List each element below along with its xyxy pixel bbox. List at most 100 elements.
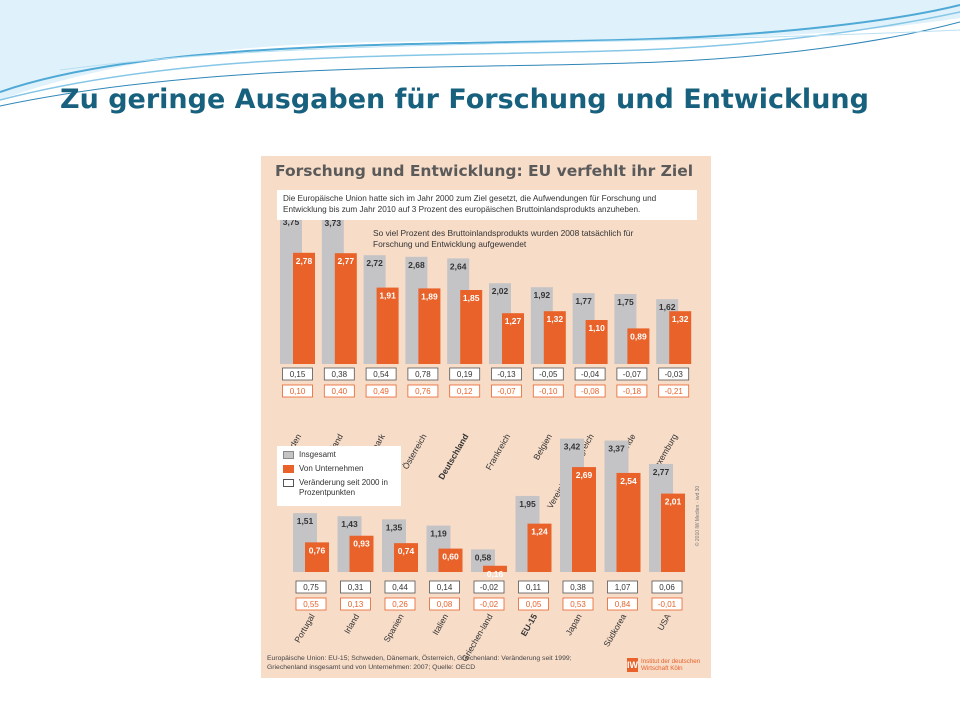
legend-item-change: Veränderung seit 2000 in Prozentpunkten <box>283 478 395 498</box>
label-business-c0-2: 1,91 <box>379 291 396 301</box>
category-label-c1-3: Italien <box>430 612 450 637</box>
change-business-c1-8: -0,01 <box>658 600 677 609</box>
change-total-box-c1-3 <box>429 580 460 594</box>
label-business-c0-1: 2,77 <box>338 256 355 266</box>
change-total-box-c1-0 <box>295 580 327 594</box>
label-total-c0-1: 3,73 <box>325 218 342 228</box>
change-total-box-c0-9 <box>658 367 690 381</box>
legend-swatch-business <box>283 465 294 473</box>
legend-swatch-change <box>283 479 294 487</box>
change-business-c0-6: -0,10 <box>539 387 558 396</box>
change-total-box-c0-1 <box>323 367 355 381</box>
change-business-c0-4: 0,12 <box>457 387 473 396</box>
change-business-box-c1-8 <box>651 597 683 611</box>
slide-title: Zu geringe Ausgaben für Forschung und En… <box>60 84 869 115</box>
bar-business-c0-8 <box>627 328 650 364</box>
change-business-c1-6: 0,53 <box>570 600 586 609</box>
category-label-c0-4: Deutschland <box>436 432 470 481</box>
change-business-box-c1-4 <box>473 597 505 611</box>
change-total-box-c1-8 <box>651 580 683 594</box>
change-total-c0-0: 0,15 <box>290 370 306 379</box>
label-total-c1-7: 3,37 <box>608 444 625 454</box>
legend-swatch-total <box>283 451 294 459</box>
change-total-c0-4: 0,19 <box>457 370 473 379</box>
change-business-box-c1-7 <box>607 597 638 611</box>
change-total-c1-2: 0,44 <box>392 583 408 592</box>
change-total-box-c0-7 <box>574 367 606 381</box>
bar-business-c0-7 <box>585 320 608 364</box>
change-business-c1-7: 0,84 <box>615 600 631 609</box>
bar-business-c1-2 <box>394 543 418 572</box>
change-total-box-c1-1 <box>340 580 371 594</box>
label-total-c0-5: 2,02 <box>492 286 509 296</box>
bar-business-c0-5 <box>502 313 524 364</box>
label-total-c0-2: 2,72 <box>366 258 383 268</box>
change-total-box-c0-3 <box>407 367 439 381</box>
change-business-box-c0-7 <box>574 384 606 398</box>
change-total-box-c1-6 <box>562 580 594 594</box>
label-total-c0-6: 1,92 <box>534 290 551 300</box>
change-total-box-c0-6 <box>532 367 564 381</box>
change-business-box-c0-5 <box>491 384 522 398</box>
label-business-c0-8: 0,89 <box>630 331 647 341</box>
bar-business-c0-9 <box>669 311 692 364</box>
change-total-c0-7: -0,04 <box>581 370 600 379</box>
change-business-box-c0-2 <box>365 384 397 398</box>
change-total-c1-3: 0,14 <box>437 583 453 592</box>
change-total-box-c0-5 <box>491 367 522 381</box>
change-total-box-c1-2 <box>384 580 416 594</box>
label-total-c0-4: 2,64 <box>450 261 467 271</box>
change-total-c0-9: -0,03 <box>665 370 684 379</box>
change-business-c0-1: 0,40 <box>332 387 348 396</box>
change-business-c1-5: 0,05 <box>526 600 542 609</box>
label-business-c0-9: 1,32 <box>672 314 689 324</box>
bar-business-c0-0 <box>293 252 315 364</box>
bar-business-c0-4 <box>460 290 483 364</box>
chart-panel: 3,752,780,150,10Schweden3,732,770,380,40… <box>261 156 711 678</box>
change-business-c0-0: 0,10 <box>290 387 306 396</box>
change-total-box-c0-0 <box>282 367 313 381</box>
change-total-box-c0-4 <box>449 367 481 381</box>
change-business-c1-0: 0,55 <box>303 600 319 609</box>
change-business-box-c1-1 <box>340 597 371 611</box>
change-business-c0-7: -0,08 <box>581 387 600 396</box>
change-total-c1-0: 0,75 <box>303 583 319 592</box>
label-total-c1-1: 1,43 <box>341 519 358 529</box>
change-business-c0-9: -0,21 <box>665 387 684 396</box>
category-label-c0-6: Belgien <box>531 432 554 462</box>
change-total-c1-8: 0,06 <box>659 583 675 592</box>
change-total-c1-5: 0,11 <box>526 583 542 592</box>
bar-business-c1-4 <box>483 565 507 572</box>
category-label-c0-3: Österreich <box>400 432 428 471</box>
change-total-box-c1-7 <box>607 580 638 594</box>
bar-business-c1-5 <box>527 523 552 572</box>
category-label-c0-5: Frankreich <box>483 432 512 472</box>
change-business-c0-3: 0,76 <box>415 387 431 396</box>
label-total-c1-3: 1,19 <box>430 529 447 539</box>
change-business-c1-1: 0,13 <box>348 600 364 609</box>
change-business-box-c0-6 <box>532 384 564 398</box>
bar-business-c1-6 <box>572 467 596 572</box>
change-total-c1-1: 0,31 <box>348 583 364 592</box>
label-business-c0-5: 1,27 <box>505 316 522 326</box>
label-total-c0-9: 1,62 <box>659 302 676 312</box>
legend-item-total: Insgesamt <box>283 450 395 460</box>
bar-business-c0-1 <box>334 253 357 364</box>
label-business-c1-8: 2,01 <box>665 497 682 507</box>
label-business-c0-6: 1,32 <box>547 314 564 324</box>
change-total-c1-4: -0,02 <box>480 583 499 592</box>
label-business-c0-0: 2,78 <box>296 256 313 266</box>
chart-title: Forschung und Entwicklung: EU verfehlt i… <box>275 162 694 180</box>
change-total-box-c0-8 <box>616 367 648 381</box>
change-total-c0-5: -0,13 <box>497 370 516 379</box>
change-business-box-c1-5 <box>518 597 549 611</box>
chart-legend: Insgesamt Von Unternehmen Veränderung se… <box>277 446 401 506</box>
legend-label-total: Insgesamt <box>299 450 336 459</box>
category-label-c1-5: EU-15 <box>519 612 540 638</box>
bar-business-c1-0 <box>305 542 329 572</box>
bar-business-c1-1 <box>349 535 374 572</box>
change-business-box-c0-3 <box>407 384 439 398</box>
category-label-c1-8: USA <box>655 612 673 632</box>
bar-business-c0-6 <box>543 311 566 364</box>
label-business-c1-4: 0,16 <box>487 569 504 579</box>
